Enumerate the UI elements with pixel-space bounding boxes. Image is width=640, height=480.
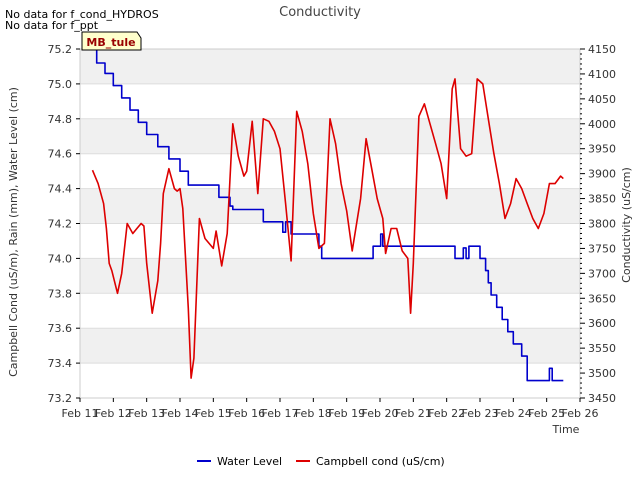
- site-label-text: MB_tule: [86, 36, 135, 49]
- y2-tick-label: 3500: [588, 367, 616, 380]
- x-axis-label: Time: [552, 423, 580, 436]
- left-y-axis-label: Campbell Cond (uS/m), Rain (mm), Water L…: [7, 87, 20, 377]
- y-tick-label: 73.8: [48, 287, 73, 300]
- y2-tick-label: 4000: [588, 118, 616, 131]
- y2-tick-label: 4150: [588, 43, 616, 56]
- right-y-axis-label: Conductivity (uS/cm): [620, 167, 633, 283]
- y2-tick-label: 3600: [588, 317, 616, 330]
- background-band: [80, 49, 580, 84]
- series-layer: [91, 48, 564, 382]
- site-label-box: MB_tule: [81, 31, 142, 51]
- series-line-campbell-cond: [91, 78, 564, 379]
- y-tick-label: 74.6: [48, 148, 73, 161]
- background-band: [80, 258, 580, 294]
- x-tick-label: Feb 20: [362, 407, 399, 420]
- y2-tick-label: 3900: [588, 168, 616, 181]
- background-band: [80, 328, 580, 364]
- x-tick-label: Feb 26: [562, 407, 599, 420]
- x-tick-label: Feb 22: [428, 407, 465, 420]
- x-tick-label: Feb 15: [195, 407, 232, 420]
- x-tick-label: Feb 21: [395, 407, 432, 420]
- x-tick-label: Feb 24: [495, 407, 532, 420]
- x-tick-label: Feb 11: [62, 407, 99, 420]
- x-tick-label: Feb 14: [162, 407, 199, 420]
- y2-tick-label: 3800: [588, 218, 616, 231]
- x-tick-label: Feb 13: [128, 407, 165, 420]
- y2-tick-label: 3450: [588, 392, 616, 405]
- legend-label-water-level: Water Level: [217, 455, 282, 468]
- y2-tick-label: 3950: [588, 143, 616, 156]
- x-tick-label: Feb 12: [95, 407, 132, 420]
- y2-tick-label: 3750: [588, 242, 616, 255]
- y2-tick-label: 3850: [588, 193, 616, 206]
- y-tick-label: 75.0: [48, 78, 73, 91]
- y-tick-label: 75.2: [48, 43, 73, 56]
- y-tick-label: 74.4: [48, 183, 73, 196]
- right-y-axis-ticks: 3450 3500 3550 3600 3650 3700 3750 3800 3850 3900…: [580, 43, 616, 405]
- chart-title: Conductivity: [279, 5, 361, 20]
- left-y-axis-ticks: 73.2 73.4 73.6 73.8 74.0 74.2 74.4 74.6 74.8 75.0…: [48, 43, 80, 405]
- x-tick-label: Feb 17: [262, 407, 299, 420]
- legend: Water Level Campbell cond (uS/cm): [197, 455, 445, 468]
- y-tick-label: 73.6: [48, 322, 73, 335]
- x-tick-label: Feb 25: [528, 407, 565, 420]
- x-tick-label: Feb 19: [328, 407, 365, 420]
- background-bands: [80, 49, 580, 364]
- y2-tick-label: 4050: [588, 93, 616, 106]
- x-tick-label: Feb 18: [295, 407, 332, 420]
- y-tick-label: 73.4: [48, 357, 73, 370]
- note-line-1: No data for f_cond_HYDROS: [5, 8, 159, 21]
- legend-label-campbell-cond: Campbell cond (uS/cm): [316, 455, 445, 468]
- y2-tick-label: 3550: [588, 342, 616, 355]
- y-tick-label: 74.0: [48, 252, 73, 265]
- site-label-background: [81, 31, 142, 51]
- y-tick-label: 74.8: [48, 113, 73, 126]
- y2-tick-label: 3650: [588, 292, 616, 305]
- note-line-2: No data for f_ppt: [5, 19, 99, 32]
- y-tick-label: 73.2: [48, 392, 73, 405]
- y2-tick-label: 4100: [588, 68, 616, 81]
- y-tick-label: 74.2: [48, 218, 73, 231]
- series-line-water-level: [92, 48, 564, 382]
- x-tick-label: Feb 16: [228, 407, 265, 420]
- x-tick-label: Feb 23: [462, 407, 499, 420]
- y2-tick-label: 3700: [588, 267, 616, 280]
